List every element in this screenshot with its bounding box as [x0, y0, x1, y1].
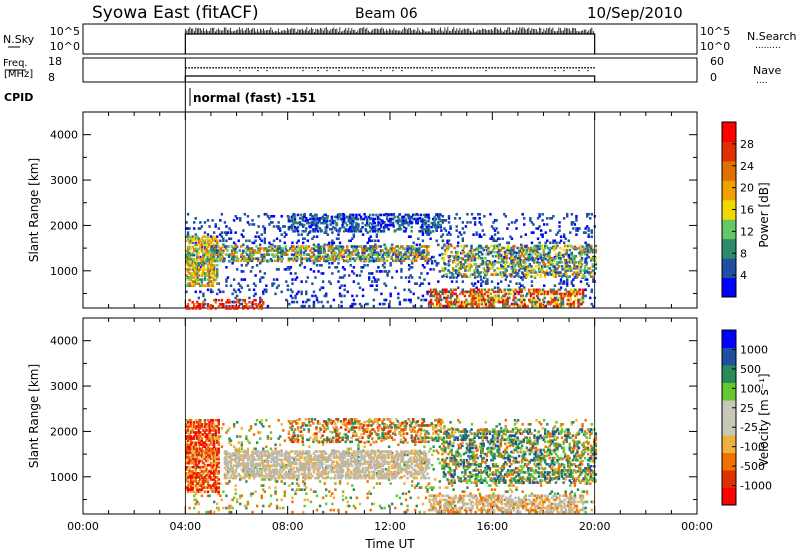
- date-label: 10/Sep/2010: [587, 4, 683, 22]
- colorbar-segment: [722, 435, 736, 453]
- freq-label-line1: Freq.: [3, 58, 28, 69]
- colorbar-segment: [722, 141, 736, 161]
- colorbar-segment: [722, 239, 736, 259]
- y-tick-label: 1000: [50, 471, 78, 484]
- power-ylabel: Slant Range [km]: [27, 158, 41, 262]
- power-x-ticks: [83, 112, 697, 308]
- colorbar-tick-label: 1000: [740, 343, 768, 356]
- colorbar-tick-label: 4: [740, 269, 747, 282]
- power-panel-frame: [83, 112, 697, 308]
- nave-dots: ....: [756, 76, 767, 86]
- nsky-tick-bottom: 10^0: [50, 40, 80, 53]
- colorbar-segment: [722, 219, 736, 239]
- nave-tick-top: 60: [710, 55, 724, 68]
- freq-tick-bottom: 8: [48, 71, 55, 84]
- plot-title: Syowa East (fitACF): [92, 3, 259, 23]
- y-tick-label: 2000: [50, 425, 78, 438]
- colorbar-segment: [722, 400, 736, 418]
- colorbar-segment: [722, 383, 736, 401]
- colorbar-tick-label: -1000: [740, 480, 772, 493]
- power-colorbar-label: Power [dB]: [757, 182, 771, 247]
- y-tick-label: 4000: [50, 129, 78, 142]
- colorbar-segment: [722, 453, 736, 471]
- freq-label-line2: [MHz]: [4, 69, 33, 80]
- nave-tick-bottom: 0: [710, 71, 717, 84]
- x-tick-label: 20:00: [579, 520, 611, 533]
- y-tick-label: 3000: [50, 174, 78, 187]
- freq-tick-top: 18: [48, 55, 62, 68]
- colorbar-tick-label: 24: [740, 160, 754, 173]
- nsky-trace: [185, 27, 594, 54]
- velocity-ylabel: Slant Range [km]: [27, 364, 41, 468]
- colorbar-tick-label: 16: [740, 204, 754, 217]
- colorbar-tick-label: 20: [740, 182, 754, 195]
- x-axis-label: Time UT: [364, 537, 415, 551]
- x-axis-tick-labels: 00:00 04:00 08:00 12:00 16:00 20:00 00:00: [67, 520, 713, 533]
- colorbar-segment: [722, 365, 736, 383]
- freq-panel: Freq. [MHz] 18 8 60 0 Nave ....: [3, 55, 781, 112]
- nsky-line: [185, 34, 594, 54]
- nsearch-dots: .........: [755, 41, 781, 51]
- colorbar-segment: [722, 330, 736, 348]
- y-tick-label: 3000: [50, 380, 78, 393]
- nsearch-tick-bottom: 10^0: [700, 40, 730, 53]
- nsearch-tick-top: 10^5: [700, 25, 730, 38]
- x-tick-label: 04:00: [169, 520, 201, 533]
- beam-label: Beam 06: [355, 6, 418, 22]
- colorbar-tick-label: 25: [740, 402, 754, 415]
- y-tick-label: 1000: [50, 265, 78, 278]
- x-tick-label: 12:00: [374, 520, 406, 533]
- velocity-colorbar-label: Velocity [m s⁻¹]: [757, 373, 771, 466]
- velocity-data: [185, 318, 597, 514]
- cpid-label: CPID: [4, 91, 33, 104]
- nsky-label: N.Sky: [3, 33, 35, 46]
- colorbar-segment: [722, 278, 736, 298]
- power-data: [185, 112, 597, 310]
- colorbar-segment: [722, 418, 736, 436]
- x-tick-label: 16:00: [476, 520, 508, 533]
- y-tick-label: 2000: [50, 219, 78, 232]
- colorbar-segment: [722, 180, 736, 200]
- colorbar-segment: [722, 348, 736, 366]
- power-colorbar: 28 24 20 16 12 8 4: [722, 122, 754, 298]
- cpid-row: CPID normal (fast) -151: [4, 88, 316, 106]
- cpid-text: normal (fast) -151: [193, 91, 316, 105]
- x-tick-label: 08:00: [272, 520, 304, 533]
- power-y-ticks: 4000 3000 2000 1000: [50, 129, 697, 294]
- power-panel: 4000 3000 2000 1000 Slant Range [km] 28 24 20…: [27, 112, 771, 310]
- colorbar-tick-label: 8: [740, 247, 747, 260]
- nsky-tick-top: 10^5: [50, 25, 80, 38]
- colorbar-tick-label: -25: [740, 421, 758, 434]
- x-tick-label: 00:00: [681, 520, 713, 533]
- colorbar-tick-label: 12: [740, 225, 754, 238]
- nave-line: [185, 76, 594, 82]
- colorbar-tick-label: 28: [740, 138, 754, 151]
- colorbar-segment: [722, 161, 736, 181]
- nsky-panel: N.Sky 10^5 10^0 10^5 10^0 N.Search .....…: [3, 24, 797, 54]
- x-tick-label: 00:00: [67, 520, 99, 533]
- colorbar-segment: [722, 122, 736, 142]
- colorbar-segment: [722, 488, 736, 506]
- y-tick-label: 4000: [50, 335, 78, 348]
